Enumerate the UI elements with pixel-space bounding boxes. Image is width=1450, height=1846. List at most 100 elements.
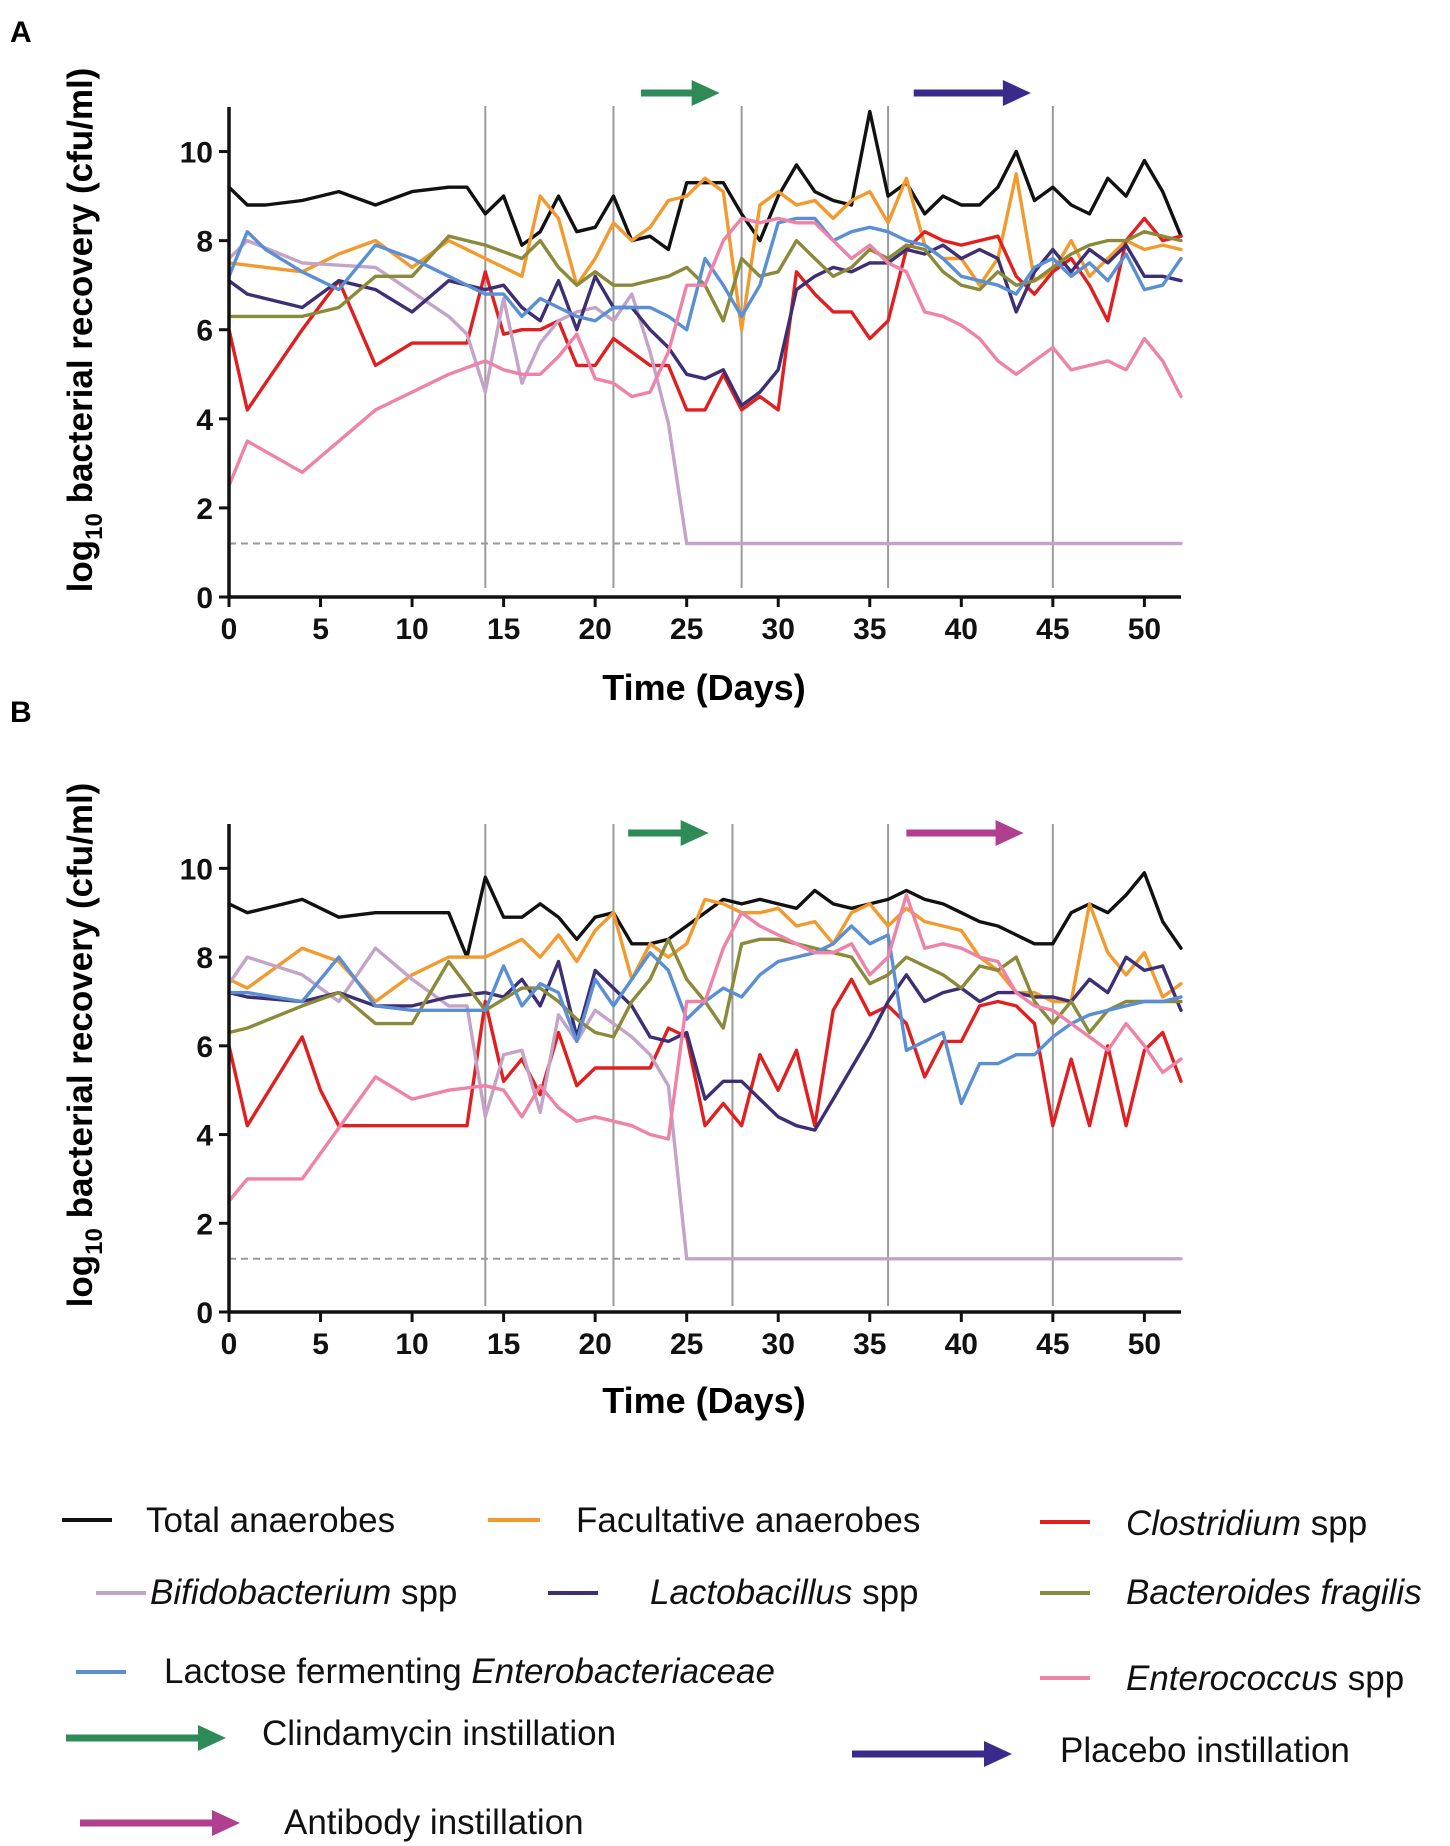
panel-b-y-tick-label: 0 — [196, 1297, 213, 1330]
panel-b-series-line — [227, 871, 1183, 959]
legend-label-bacteroides: Bacteroides fragilis — [1126, 1573, 1422, 1612]
legend-label-placebo: Placebo instillation — [1060, 1731, 1350, 1770]
legend-arrow-clindamycin — [66, 1725, 226, 1751]
panel-b-antibody-arrow — [906, 820, 1024, 846]
panel-a-y-tick-label: 2 — [196, 493, 213, 526]
panel-b-ylabel-rest: bacterial recovery (cfu/ml) — [61, 783, 100, 1228]
panel-b-x-tick-label: 10 — [395, 1328, 428, 1361]
legend-label-lactobacillus: Lactobacillus spp — [650, 1573, 919, 1612]
legend-arrow-clindamycin-mark-head — [198, 1725, 226, 1751]
panel-b-series-line — [227, 893, 1183, 1203]
panel-b-x-tick-label: 35 — [853, 1328, 886, 1361]
legend-arrow-antibody — [80, 1810, 240, 1836]
legend-arrow-placebo-mark-head — [984, 1741, 1012, 1767]
panel-a-placebo-arrow-head — [1002, 80, 1031, 106]
legend-item-bifidobacterium: Bifidobacterium spp — [96, 1573, 457, 1612]
legend-arrow-antibody-mark — [80, 1810, 240, 1836]
panel-b-x-tick-label: 50 — [1128, 1328, 1161, 1361]
panel-a-plot: 0 5 10 15 20 25 30 35 40 45 50 0 2 4 6 8 10 — [180, 80, 1183, 646]
panel-b-x-tick-label: 5 — [312, 1328, 329, 1361]
panel-b-x-tick-label: 0 — [221, 1328, 238, 1361]
panel-a-x-tick-label: 50 — [1128, 613, 1161, 646]
legend-arrow-placebo — [852, 1741, 1012, 1767]
legend-label-total-anaerobes: Total anaerobes — [146, 1501, 395, 1540]
panel-b-series-line — [227, 924, 1183, 1106]
panel-a-ylabel-log: log — [61, 540, 100, 592]
panel-b-antibody-arrow-head — [995, 820, 1024, 846]
legend-item-bacteroides: Bacteroides fragilis — [1040, 1573, 1422, 1612]
panel-a-series-line — [227, 243, 1183, 408]
legend-item-enterococcus: Enterococcus spp — [1040, 1659, 1404, 1698]
panel-b-ylabel-log: log — [61, 1255, 100, 1307]
panel-a-series-line — [227, 229, 1183, 323]
panel-b-xlabel: Time (Days) — [602, 1380, 805, 1421]
panel-a-x-tick-label: 5 — [312, 613, 329, 646]
panel-b-series-line — [227, 937, 1183, 1039]
legend-item-antibody: Antibody instillation — [80, 1803, 584, 1842]
panel-b-x-tick-label: 15 — [487, 1328, 520, 1361]
legend-label-clindamycin: Clindamycin instillation — [262, 1714, 616, 1753]
panel-b-y-tick-label: 10 — [180, 853, 213, 886]
panel-a-x-tick-label: 35 — [853, 613, 886, 646]
legend-item-clindamycin: Clindamycin instillation — [66, 1714, 616, 1753]
panel-a: A 0 5 10 15 20 25 30 35 40 45 50 0 2 4 6 8 10 Time (Days… — [10, 16, 1183, 708]
panel-a-clindamycin-arrow-head — [691, 80, 720, 106]
panel-b-x-tick-label: 25 — [670, 1328, 703, 1361]
legend-label-clostridium: Clostridium spp — [1126, 1504, 1367, 1543]
panel-a-series-line — [227, 216, 1183, 332]
panel-a-x-tick-label: 0 — [221, 613, 238, 646]
panel-a-x-tick-label: 30 — [762, 613, 795, 646]
panel-b-clindamycin-arrow — [628, 820, 709, 846]
legend-item-lactobacillus: Lactobacillus spp — [548, 1573, 919, 1612]
legend-item-clostridium: Clostridium spp — [1040, 1504, 1367, 1543]
panel-a-series-line — [227, 216, 1183, 488]
panel-a-series-line — [227, 109, 1183, 252]
panel-a-x-tick-label: 45 — [1036, 613, 1069, 646]
panel-a-x-tick-label: 40 — [945, 613, 978, 646]
panel-b-series-line — [227, 955, 1183, 1132]
legend-arrow-clindamycin-mark — [66, 1725, 226, 1751]
panel-b-y-tick-label: 8 — [196, 942, 213, 975]
panel-b-clindamycin-arrow-head — [680, 820, 709, 846]
legend: Total anaerobes Facultative anaerobes Cl… — [62, 1501, 1422, 1842]
panel-a-series-line — [227, 216, 1183, 412]
panel-a-ylabel: log10 bacterial recovery (cfu/ml) — [61, 68, 108, 593]
panel-b-series-line — [227, 946, 1183, 1261]
panel-a-x-tick-label: 20 — [578, 613, 611, 646]
panel-a-placebo-arrow — [913, 80, 1031, 106]
panel-b-y-tick-label: 2 — [196, 1208, 213, 1241]
legend-label-bifidobacterium: Bifidobacterium spp — [150, 1573, 457, 1612]
legend-item-total-anaerobes: Total anaerobes — [62, 1501, 395, 1540]
legend-item-enterobacteriaceae: Lactose fermenting Enterobacteriaceae — [76, 1652, 775, 1691]
panel-a-x-tick-label: 25 — [670, 613, 703, 646]
panel-b-x-tick-label: 45 — [1036, 1328, 1069, 1361]
panel-a-ylabel-sub: 10 — [81, 513, 108, 540]
legend-label-facultative-anaerobes: Facultative anaerobes — [576, 1501, 920, 1540]
panel-a-series-line — [227, 172, 1183, 332]
legend-label-antibody: Antibody instillation — [284, 1803, 584, 1842]
panel-a-y-tick-label: 4 — [196, 404, 213, 437]
panel-a-y-tick-label: 6 — [196, 315, 213, 348]
panel-b-x-tick-label: 40 — [945, 1328, 978, 1361]
panel-a-ylabel-rest: bacterial recovery (cfu/ml) — [61, 68, 100, 513]
legend-arrow-placebo-mark — [852, 1741, 1012, 1767]
panel-b-plot: 0 5 10 15 20 25 30 35 40 45 50 0 2 4 6 8 10 — [180, 820, 1183, 1361]
panel-a-y-tick-label: 8 — [196, 226, 213, 259]
panel-b-x-tick-label: 30 — [762, 1328, 795, 1361]
legend-arrow-antibody-mark-head — [212, 1810, 240, 1836]
panel-b-ylabel-sub: 10 — [81, 1228, 108, 1255]
legend-label-enterococcus: Enterococcus spp — [1126, 1659, 1404, 1698]
panel-a-x-tick-label: 15 — [487, 613, 520, 646]
panel-b-y-tick-label: 4 — [196, 1120, 213, 1153]
legend-item-facultative-anaerobes: Facultative anaerobes — [488, 1501, 920, 1540]
legend-item-placebo: Placebo instillation — [852, 1731, 1350, 1770]
panel-a-label: A — [10, 16, 32, 49]
legend-label-enterobacteriaceae: Lactose fermenting Enterobacteriaceae — [164, 1652, 775, 1691]
panel-a-y-tick-label: 0 — [196, 582, 213, 615]
panel-b-y-tick-label: 6 — [196, 1031, 213, 1064]
panel-a-clindamycin-arrow — [640, 80, 720, 106]
panel-b-x-tick-label: 20 — [578, 1328, 611, 1361]
panel-b: B 0 5 10 15 20 25 30 35 40 45 50 0 2 4 6 8 10 Time (Days… — [10, 696, 1183, 1421]
panel-a-x-tick-label: 10 — [395, 613, 428, 646]
